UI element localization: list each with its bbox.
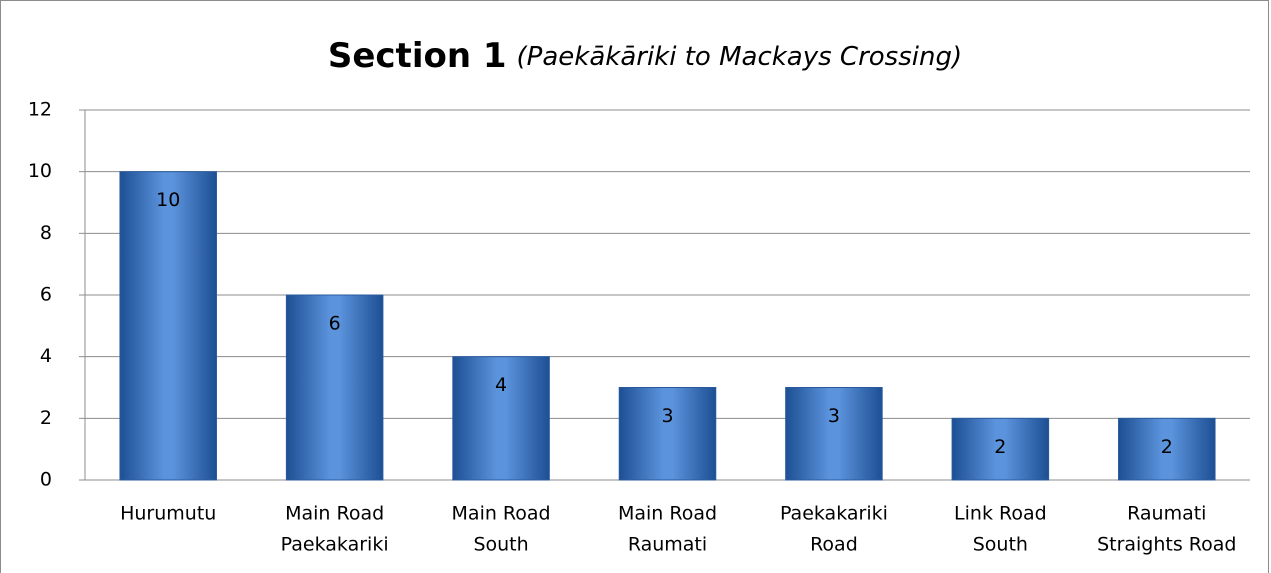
data-label: 4 — [495, 374, 507, 396]
x-tick-label: South — [473, 534, 528, 556]
bar — [119, 171, 217, 481]
data-label: 3 — [828, 405, 840, 427]
data-label: 10 — [156, 189, 180, 211]
x-tick-label: Main Road — [618, 503, 717, 525]
bar — [785, 387, 883, 481]
y-tick-label: 8 — [40, 222, 52, 244]
x-tick-label: Paekakariki — [281, 534, 389, 556]
y-tick-label: 2 — [40, 407, 52, 429]
chart-title: Section 1 (Paekākāriki to Mackays Crossin… — [328, 36, 962, 76]
x-tick-label: Road — [810, 534, 858, 556]
x-tick-label: Hurumutu — [120, 503, 216, 525]
data-label: 2 — [1161, 436, 1173, 458]
x-tick-label: Raumati — [1127, 503, 1206, 525]
x-tick-label: Link Road — [954, 503, 1047, 525]
data-label: 2 — [994, 436, 1006, 458]
data-label: 6 — [329, 313, 341, 335]
x-tick-label: Main Road — [285, 503, 384, 525]
bar — [452, 356, 550, 481]
y-tick-label: 0 — [40, 469, 52, 491]
bar — [951, 417, 1050, 481]
bar — [1118, 417, 1216, 481]
y-tick-label: 10 — [28, 160, 52, 182]
y-tick-label: 4 — [40, 345, 52, 367]
y-tick-label: 6 — [40, 284, 52, 306]
x-tick-label: Raumati — [628, 534, 707, 556]
x-tick-label: South — [973, 534, 1028, 556]
data-label: 3 — [661, 405, 673, 427]
x-tick-label: Main Road — [452, 503, 551, 525]
subtitle: (Paekākāriki to Mackays Crossing) — [517, 42, 963, 72]
y-tick-label: 12 — [28, 99, 52, 121]
bar — [618, 387, 717, 481]
bar — [285, 294, 384, 481]
title: Section 1 — [328, 36, 507, 76]
x-tick-label: Straights Road — [1097, 534, 1236, 556]
x-tick-label: Paekakariki — [780, 503, 888, 525]
